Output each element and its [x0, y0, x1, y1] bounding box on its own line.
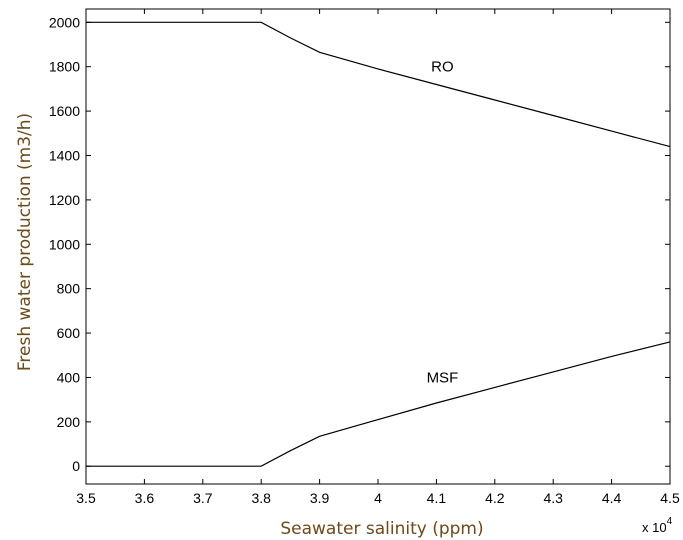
- x-tick-label: 3.9: [310, 490, 330, 506]
- series-label-msf: MSF: [427, 369, 459, 386]
- x-tick-label: 4.4: [602, 490, 622, 506]
- x-multiplier-exponent: 4: [667, 516, 673, 527]
- y-tick-label: 400: [57, 369, 81, 385]
- series-line-msf: [86, 341, 671, 467]
- x-tick-label: 3.5: [76, 490, 96, 506]
- y-tick-label: 800: [57, 281, 81, 297]
- x-multiplier-label: x 104: [642, 516, 673, 535]
- y-tick-label: 0: [72, 458, 80, 474]
- x-tick-label: 4.1: [427, 490, 447, 506]
- plot-frame: [85, 8, 671, 485]
- y-axis: 0 200 400 600 800 1000 1200 1400 1600 1800 2000: [49, 14, 670, 474]
- x-axis-title: Seawater salinity (ppm): [280, 519, 483, 539]
- y-tick-label: 200: [57, 414, 81, 430]
- x-tick-label: 3.8: [251, 490, 271, 506]
- y-axis-title: Fresh water production (m3/h): [15, 113, 35, 371]
- x-tick-label: 3.6: [135, 490, 155, 506]
- x-tick-label: 4.2: [485, 490, 505, 506]
- y-tick-label: 1200: [49, 192, 80, 208]
- series-lines: [86, 21, 671, 467]
- x-tick-label: 4: [374, 490, 382, 506]
- y-tick-label: 1600: [49, 103, 80, 119]
- x-tick-label: 4.5: [660, 490, 680, 506]
- x-axis: 3.5 3.6 3.7 3.8 3.9 4 4.1 4.2 4.3 4.4 4.5: [76, 9, 680, 506]
- x-tick-label: 4.3: [543, 490, 563, 506]
- y-tick-label: 1800: [49, 59, 80, 75]
- series-line-ro: [86, 21, 671, 148]
- plot-border: [85, 8, 671, 485]
- x-multiplier-base: x 10: [642, 520, 667, 535]
- y-tick-label: 1000: [49, 236, 80, 252]
- series-annotations: RO MSF: [427, 59, 459, 387]
- x-tick-label: 3.7: [193, 490, 213, 506]
- y-tick-label: 2000: [49, 14, 80, 30]
- y-tick-label: 600: [57, 325, 81, 341]
- y-tick-label: 1400: [49, 147, 80, 163]
- series-label-ro: RO: [431, 59, 454, 76]
